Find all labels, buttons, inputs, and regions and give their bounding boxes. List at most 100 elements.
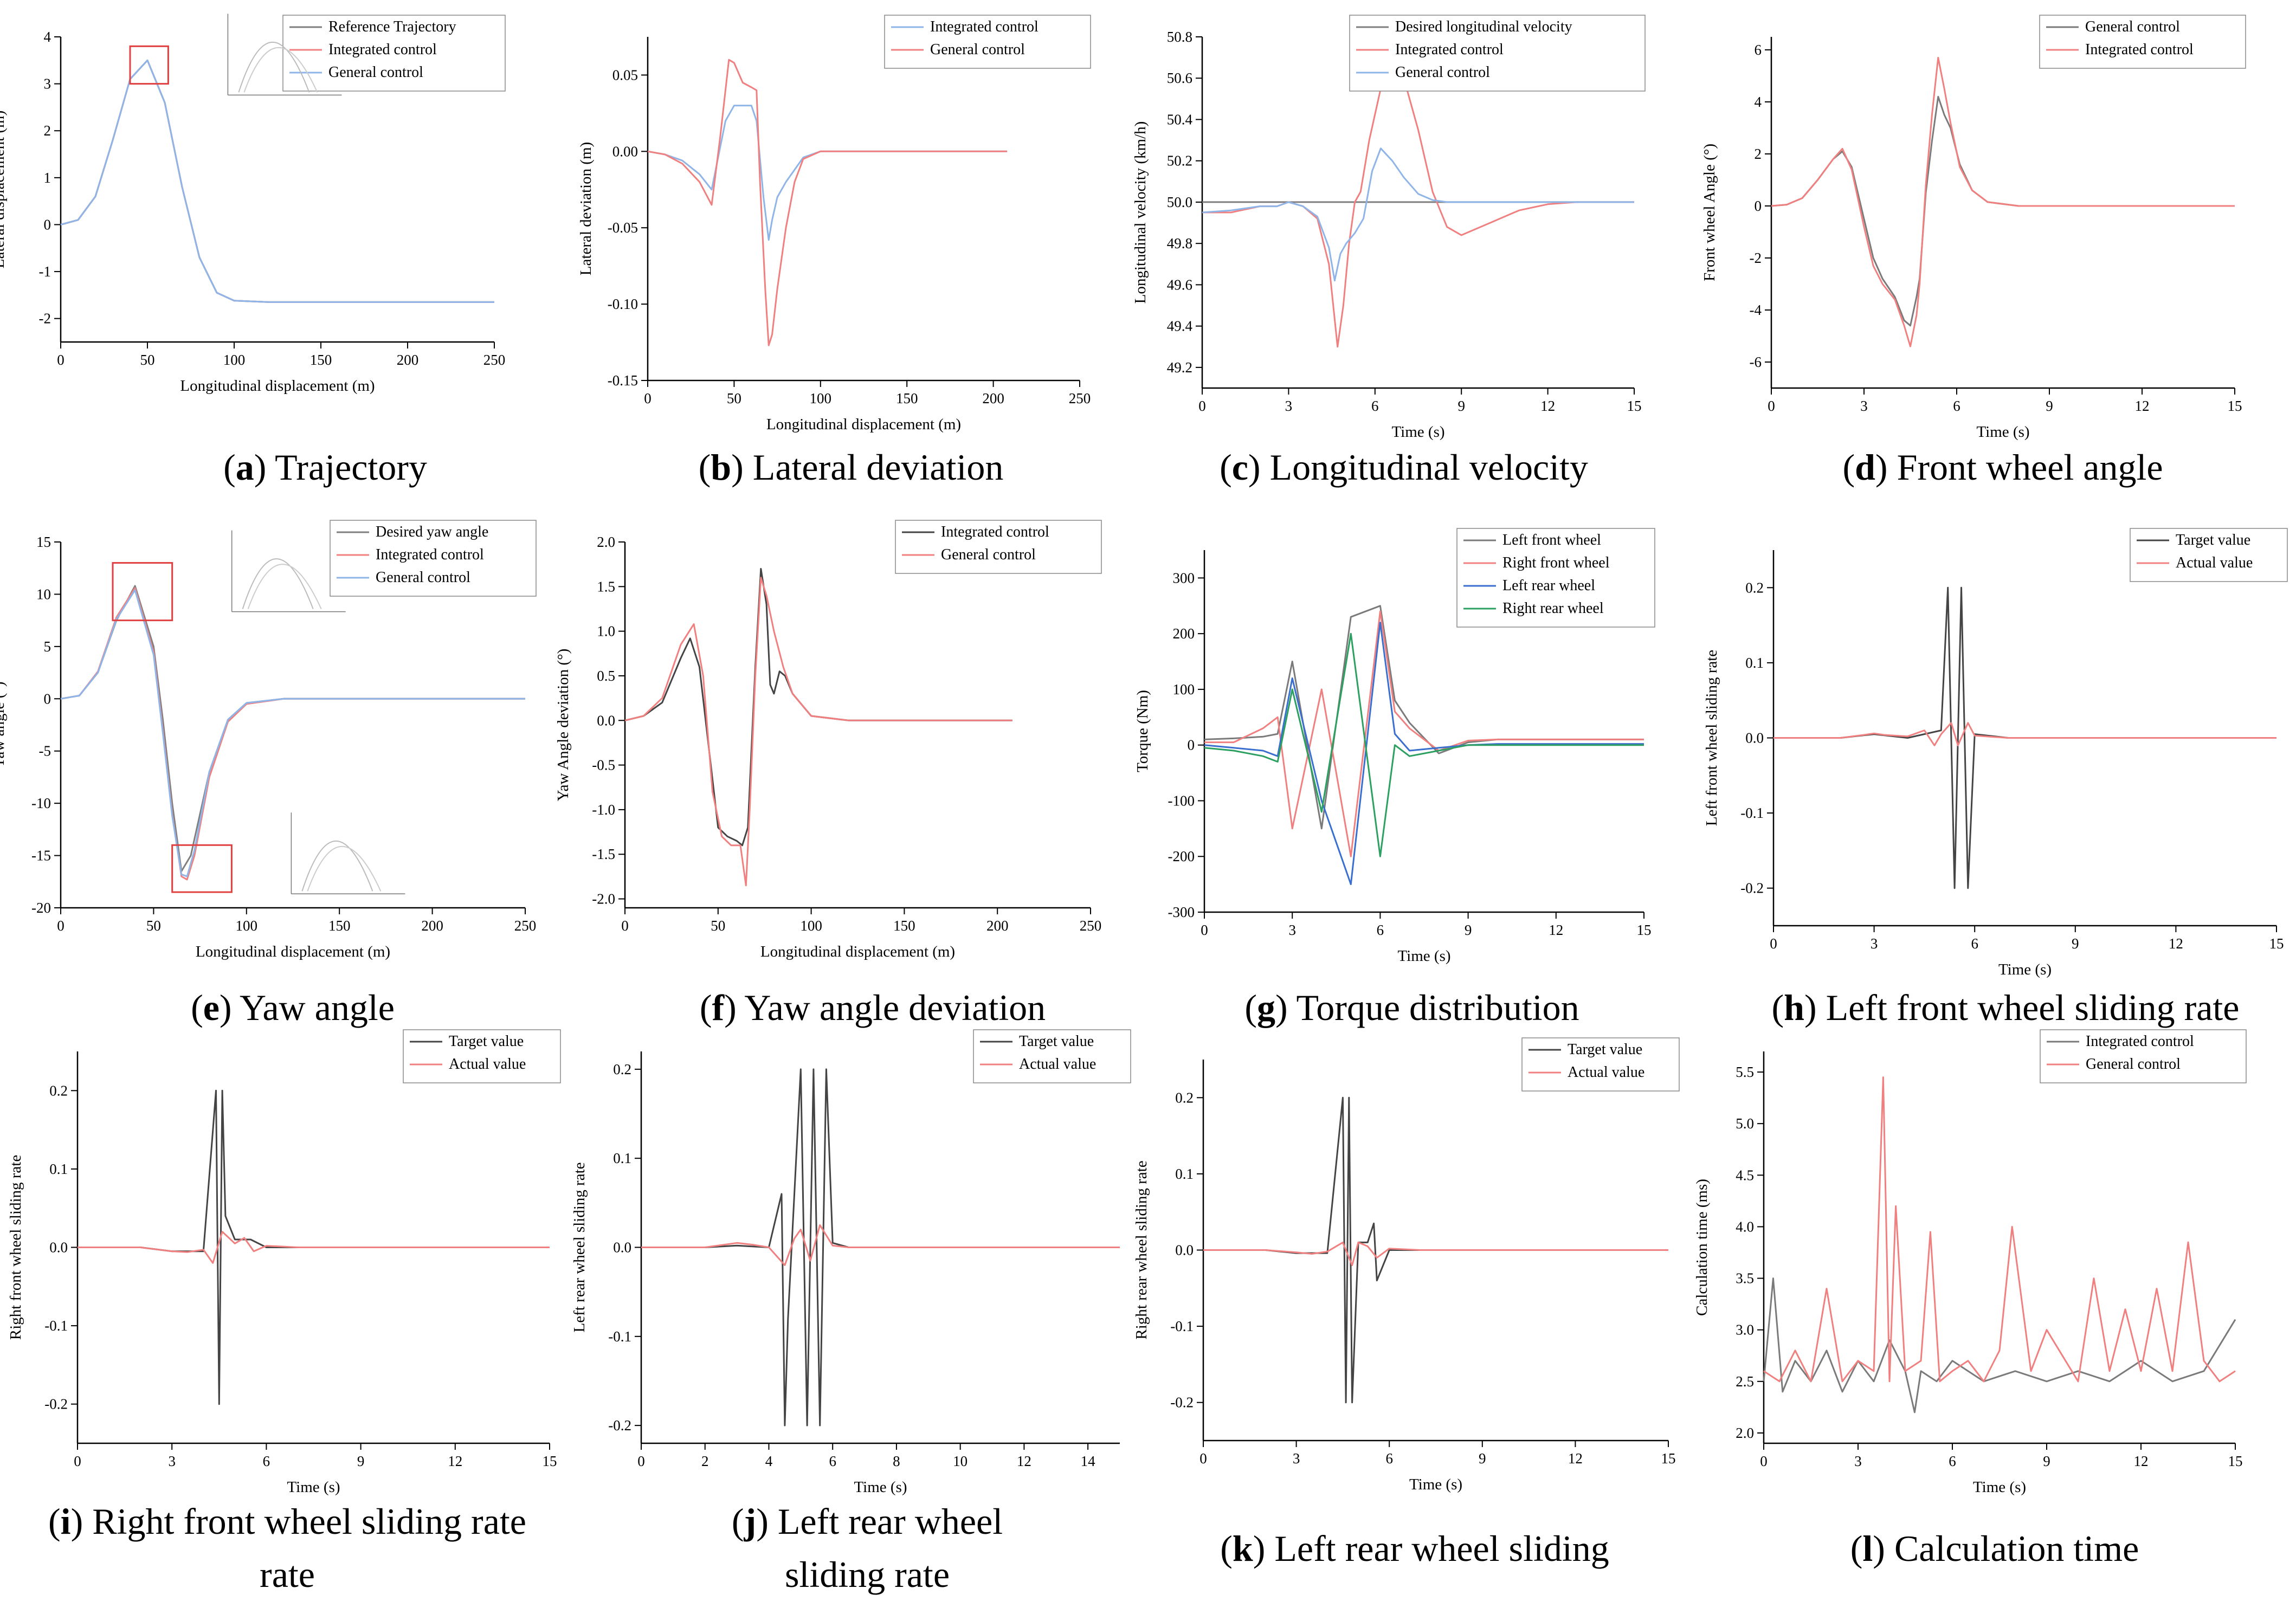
caption-text: Torque distribution bbox=[1296, 987, 1579, 1028]
panel-g: 0 3 6 9 12 15 -300 -200 -100 0 100 200 300 Time (s) To… bbox=[1134, 528, 1655, 1028]
y-axis-label: Yaw angle (°) bbox=[0, 681, 8, 768]
y-tick-label: 0.2 bbox=[1745, 579, 1764, 596]
caption-text-line2: sliding rate bbox=[785, 1554, 950, 1595]
x-tick-label: 3 bbox=[1860, 398, 1868, 414]
caption-paren-close: ) bbox=[220, 987, 240, 1028]
caption-paren-open: ( bbox=[699, 447, 711, 488]
legend-entry: Right front wheel bbox=[1502, 554, 1610, 571]
panel-e: 0 50 100 150 200 250 -20 -15 -10 -5 0 5 10 15 Longitud… bbox=[0, 520, 537, 1028]
caption-letter: a bbox=[236, 447, 254, 488]
x-tick-label: 9 bbox=[2046, 398, 2053, 414]
panel-k: 0 3 6 9 12 15 -0.2 -0.1 0.0 0.1 0.2 Time (s) Right r… bbox=[1133, 1037, 1680, 1569]
panel-f: 0 50 100 150 200 250 -2.0 -1.5 -1.0 -0.5 0.0 0.5 1.0… bbox=[554, 520, 1102, 1028]
inset-curve bbox=[243, 47, 318, 93]
caption-text: Yaw angle bbox=[240, 987, 395, 1028]
legend-entry: Left front wheel bbox=[1502, 532, 1601, 548]
panel-caption: (k) Left rear wheel sliding bbox=[1220, 1528, 1609, 1569]
series-line-general-control bbox=[1763, 1076, 2236, 1383]
y-tick-label: 0.2 bbox=[49, 1082, 68, 1099]
x-tick-label: 3 bbox=[1285, 398, 1293, 414]
x-tick-label: 12 bbox=[1017, 1453, 1031, 1469]
y-tick-label: -0.2 bbox=[1170, 1395, 1194, 1411]
panel-caption: (l) Calculation time bbox=[1850, 1528, 2139, 1569]
y-tick-label: 1.0 bbox=[597, 623, 615, 640]
y-tick-label: 0.05 bbox=[612, 67, 638, 83]
x-tick-label: 0 bbox=[57, 352, 65, 368]
caption-letter: g bbox=[1257, 987, 1275, 1028]
caption-paren-close: ) bbox=[1275, 987, 1296, 1028]
legend-entry: Integrated control bbox=[2086, 1033, 2194, 1050]
caption-paren-close: ) bbox=[1248, 447, 1270, 488]
x-tick-label: 250 bbox=[514, 918, 537, 934]
y-tick-label: -0.2 bbox=[44, 1396, 68, 1412]
caption-paren-open: ( bbox=[1220, 1528, 1233, 1569]
zoom-box-peak bbox=[112, 562, 173, 622]
y-tick-label: -6 bbox=[1750, 354, 1762, 370]
y-tick-label: 2.5 bbox=[1736, 1373, 1754, 1390]
x-tick-label: 200 bbox=[421, 918, 443, 934]
y-tick-label: -2 bbox=[39, 311, 51, 327]
x-tick-label: 12 bbox=[1549, 922, 1563, 938]
legend-entry: General control bbox=[376, 569, 470, 586]
panel-caption: (e) Yaw angle bbox=[191, 987, 395, 1028]
panel-caption: (a) Trajectory bbox=[223, 447, 427, 488]
series-line-general-control bbox=[624, 577, 1012, 887]
x-tick-label: 9 bbox=[2072, 935, 2079, 952]
caption-paren-close: ) bbox=[724, 987, 744, 1028]
caption-text: Left rear wheel bbox=[778, 1501, 1003, 1542]
legend-entry: General control bbox=[1395, 64, 1490, 81]
y-tick-label: -0.2 bbox=[608, 1417, 631, 1434]
panel-i: 0 3 6 9 12 15 -0.2 -0.1 0.0 0.1 0.2 Time (s) Right f… bbox=[7, 1029, 561, 1595]
y-tick-label: 49.4 bbox=[1167, 318, 1193, 334]
zoom-box-peak bbox=[129, 45, 169, 85]
y-tick-label: 200 bbox=[1173, 625, 1195, 642]
y-tick-label: 50.8 bbox=[1167, 29, 1192, 45]
x-axis-label: Time (s) bbox=[1409, 1476, 1462, 1493]
y-tick-label: 0 bbox=[1188, 737, 1195, 753]
x-tick-label: 12 bbox=[2135, 398, 2150, 414]
legend-entry: Actual value bbox=[1019, 1056, 1096, 1073]
y-axis-label: Torque (Nm) bbox=[1134, 690, 1151, 772]
y-tick-label: -0.1 bbox=[1170, 1318, 1194, 1334]
x-tick-label: 12 bbox=[2169, 935, 2183, 952]
y-tick-label: 0.0 bbox=[1745, 730, 1764, 746]
y-tick-label: 0.1 bbox=[1745, 655, 1764, 671]
x-tick-label: 14 bbox=[1081, 1453, 1096, 1469]
y-tick-label: 49.8 bbox=[1167, 235, 1192, 251]
caption-paren-open: ( bbox=[191, 987, 203, 1028]
x-tick-label: 6 bbox=[1385, 1450, 1393, 1467]
y-tick-label: 100 bbox=[1173, 681, 1195, 698]
y-tick-label: -0.2 bbox=[1740, 880, 1764, 896]
y-tick-label: 2.0 bbox=[597, 534, 615, 550]
legend-entry: General control bbox=[2086, 1056, 2181, 1073]
y-tick-label: 2 bbox=[44, 122, 51, 139]
y-tick-label: 5.0 bbox=[1736, 1115, 1754, 1132]
legend-entry: Right rear wheel bbox=[1502, 600, 1604, 617]
caption-paren-close: ) bbox=[71, 1501, 93, 1542]
y-tick-label: 50.0 bbox=[1167, 194, 1192, 210]
legend-box bbox=[884, 15, 1091, 69]
x-tick-label: 6 bbox=[1371, 398, 1379, 414]
y-tick-label: -0.1 bbox=[1740, 805, 1764, 821]
legend-box bbox=[2039, 15, 2246, 69]
legend-box bbox=[2130, 528, 2288, 582]
x-tick-label: 9 bbox=[357, 1453, 365, 1469]
y-tick-label: 3.0 bbox=[1736, 1322, 1754, 1338]
x-tick-label: 6 bbox=[263, 1453, 270, 1469]
panel-caption: (i) Right front wheel sliding rate bbox=[48, 1501, 526, 1542]
x-tick-label: 15 bbox=[2228, 1453, 2243, 1469]
y-tick-label: 6 bbox=[1755, 42, 1762, 58]
legend-entry: Desired longitudinal velocity bbox=[1395, 18, 1572, 35]
legend-entry: General control bbox=[328, 64, 423, 81]
caption-paren-open: ( bbox=[48, 1501, 61, 1542]
y-tick-label: -20 bbox=[31, 900, 51, 916]
y-tick-label: 0 bbox=[44, 216, 51, 233]
x-tick-label: 3 bbox=[168, 1453, 176, 1469]
x-tick-label: 9 bbox=[1457, 398, 1465, 414]
x-tick-label: 6 bbox=[1949, 1453, 1956, 1469]
y-tick-label: 49.2 bbox=[1167, 359, 1192, 376]
legend-box bbox=[2040, 1029, 2247, 1083]
legend-entry: Target value bbox=[2176, 532, 2250, 548]
x-tick-label: 3 bbox=[1288, 922, 1296, 938]
y-tick-label: 0.1 bbox=[1175, 1166, 1194, 1182]
